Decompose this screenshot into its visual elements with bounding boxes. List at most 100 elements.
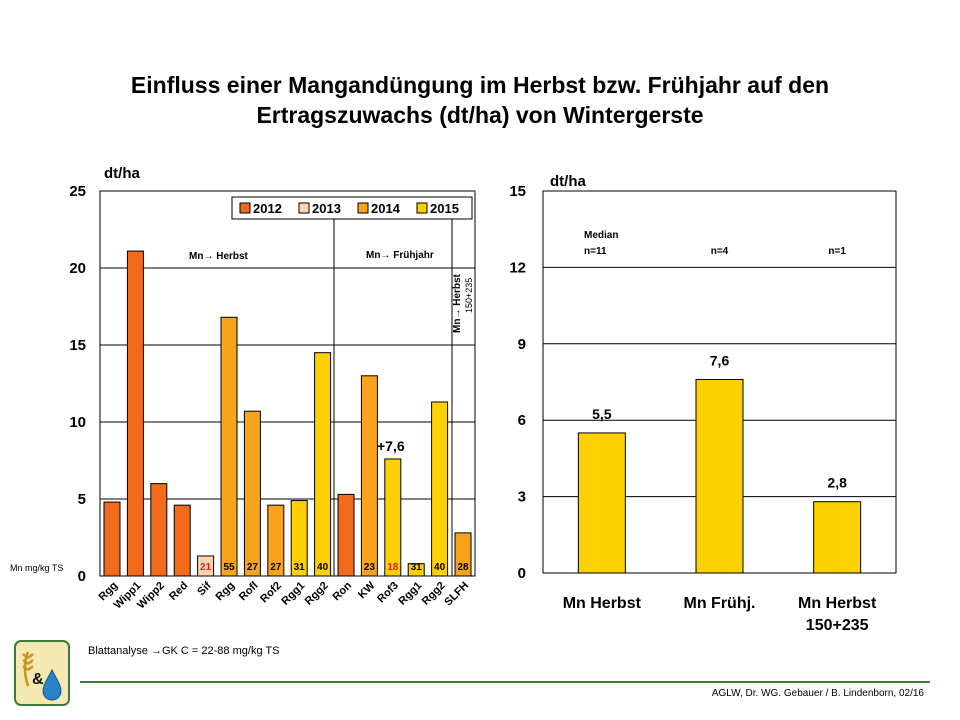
left-bar [173,504,191,577]
left-mn-value: 18 [387,562,399,573]
left-y-tick-label: 25 [69,183,86,200]
left-y-tick-label: 20 [69,260,86,277]
left-x-tick-label: Rof2 [258,580,284,606]
right-y-tick-label: 3 [518,489,526,506]
left-gridlines [100,267,475,500]
left-y-unit: dt/ha [104,165,140,182]
left-bar [407,563,425,577]
left-y-tick-label: 15 [69,337,86,354]
left-x-tick-label: Rofl [237,580,261,604]
left-x-tick-label: Red [167,580,190,603]
right-value-label: 2,8 [827,475,847,491]
legend-items: 2012 2013 2014 2015 [239,201,459,216]
right-chart: 0 3 6 9 12 15 Mn Herbst Mn Frühj. Mn Herbst 150+… [509,173,897,634]
logo-water-drop-icon [42,668,62,701]
annotation-mn-herbst-vertical: Mn→ Herbst [452,273,463,333]
left-bar [243,410,261,577]
right-y-tick-label: 12 [509,259,526,276]
right-n-label: n=4 [711,246,729,257]
right-median-label: Median [584,230,618,241]
right-n-labels: n=11 n=4 n=1 [584,246,846,257]
left-mn-label-title: Mn mg/kg TS [10,563,63,573]
left-bar [150,483,168,577]
left-mn-value: 27 [247,562,259,573]
left-bar [337,493,355,577]
annotation-mn-herbst: Mn→ Herbst [189,251,249,262]
legend-swatch [357,202,369,214]
right-bar [813,501,862,574]
right-x-tick-label: Mn Herbst [563,595,642,612]
left-bar [454,532,472,577]
left-y-tick-label: 5 [78,491,86,508]
annotation-mn-fruehjahr: Mn→ Frühjahr [366,250,434,261]
footer-note: Blattanalyse →GK C = 22-88 mg/kg TS [88,645,280,657]
left-bar [384,458,402,577]
logo: & [14,640,70,706]
left-mn-value: 27 [270,562,282,573]
slide-title: Einfluss einer Mangandüngung im Herbst b… [40,70,920,130]
legend-label: 2013 [312,201,341,216]
left-bars [103,250,472,577]
legend-label: 2014 [371,201,401,216]
title-line-2: Ertragszuwachs (dt/ha) von Wintergerste [256,102,704,128]
right-n-label: n=1 [828,246,846,257]
left-bar [314,352,332,577]
legend-box [231,196,473,220]
left-y-tick-label: 0 [78,568,86,585]
left-x-tick-label: Rgg [214,580,238,604]
legend-label: 2015 [430,201,459,216]
logo-ampersand: & [32,671,44,688]
right-bar [695,378,744,574]
left-mn-value: 23 [364,562,376,573]
left-bar [197,555,215,577]
footer-line [80,681,930,683]
left-x-tick-label: Rgg1 [279,580,307,608]
legend: 2012 2013 2014 2015 [231,196,473,220]
right-x-tick-label-line2: 150+235 [806,617,869,634]
legend-swatch [298,202,310,214]
footer-credit: AGLW, Dr. WG. Gebauer / B. Lindenborn, 0… [711,688,924,699]
right-x-tick-labels: Mn Herbst Mn Frühj. Mn Herbst 150+235 [563,595,877,634]
right-x-tick-label: Mn Frühj. [684,595,756,612]
left-bar [290,500,308,577]
left-y-tick-label: 10 [69,414,86,431]
legend-swatch [239,202,251,214]
left-mn-value: 31 [294,562,306,573]
left-x-tick-label: Ron [331,579,355,603]
left-mn-value: 40 [434,562,446,573]
left-bar [267,504,285,577]
left-x-tick-label: Rgg2 [303,580,331,608]
right-bar [577,432,626,574]
right-bars [577,378,862,574]
left-x-tick-label: Sif [195,579,214,598]
right-y-ticks: 0 3 6 9 12 15 [509,183,526,582]
annotation-vertical: Mn→ Herbst 150+235 [452,273,474,333]
right-y-tick-label: 6 [518,412,526,429]
logo-wheat-icon [22,651,34,687]
left-x-tick-label: SLFH [442,580,471,609]
left-mn-value: 40 [317,562,329,573]
right-n-label: n=11 [584,246,607,257]
title-line-1: Einfluss einer Mangandüngung im Herbst b… [130,72,830,98]
left-x-tick-label: Rof3 [375,580,401,606]
right-x-tick-label: Mn Herbst [798,595,877,612]
right-y-tick-label: 0 [518,565,526,582]
right-y-tick-label: 9 [518,336,526,353]
right-value-label: 5,5 [592,406,612,422]
left-bar [431,401,449,577]
right-y-unit: dt/ha [550,173,586,190]
left-y-ticks: 0 5 10 15 20 25 [69,183,86,585]
left-bar [103,501,121,577]
right-y-tick-label: 15 [509,183,526,200]
annotation-bar-label: +7,6 [377,438,405,454]
left-x-tick-label: Rgg1 [396,580,424,608]
left-plot-frame [99,190,476,577]
left-bar [220,316,238,577]
right-value-labels: 5,5 7,6 2,8 [592,352,847,490]
right-value-label: 7,6 [710,352,730,368]
left-bar [126,250,144,577]
left-mn-value: 28 [457,562,469,573]
left-mn-value: 21 [200,562,212,573]
